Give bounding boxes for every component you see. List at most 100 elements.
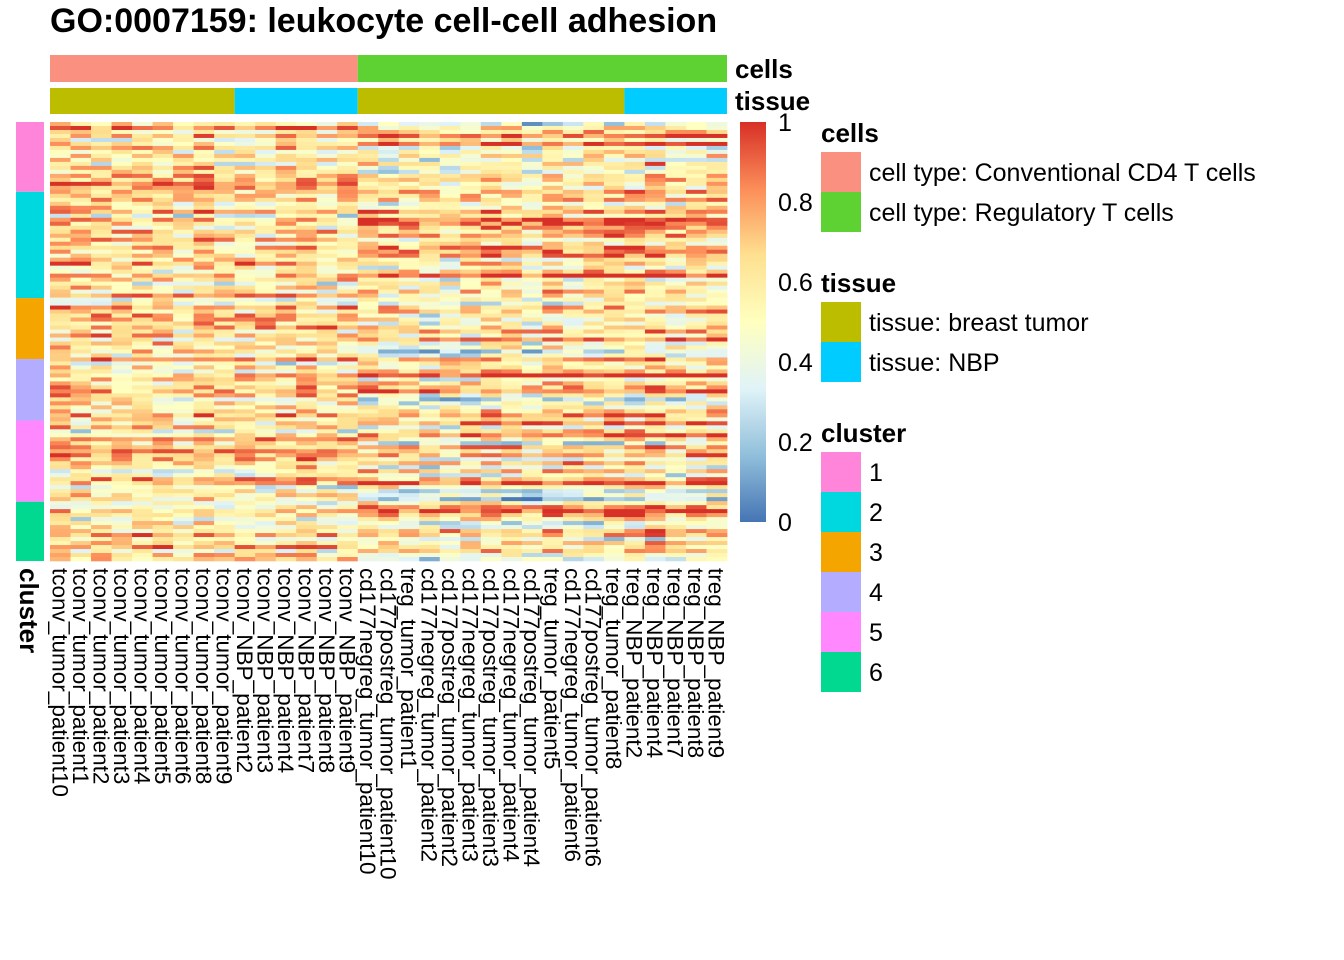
heatmap-cell	[644, 277, 666, 282]
heatmap-cell	[419, 245, 441, 251]
heatmap-cell	[275, 473, 297, 478]
heatmap-cell	[337, 169, 359, 175]
heatmap-cell	[439, 233, 461, 239]
heatmap-cell	[214, 257, 236, 262]
heatmap-cell	[111, 205, 133, 211]
heatmap-cell	[316, 213, 338, 219]
heatmap-cell	[398, 253, 420, 258]
heatmap-cell	[521, 473, 543, 478]
heatmap-cell	[644, 481, 666, 486]
heatmap-cell	[624, 173, 646, 179]
heatmap-cell	[685, 513, 707, 518]
heatmap-cell	[378, 293, 400, 298]
heatmap-cell	[275, 549, 297, 554]
heatmap-cell	[91, 457, 112, 462]
column-label: tconv_NBP_patient8	[314, 568, 339, 773]
heatmap-cell	[685, 297, 707, 302]
heatmap-cell	[70, 341, 92, 346]
heatmap-cell	[357, 497, 379, 502]
heatmap-cell	[480, 181, 502, 187]
heatmap-cell	[706, 345, 728, 350]
heatmap-cell	[480, 521, 502, 526]
heatmap-cell	[603, 281, 625, 286]
heatmap-cell	[296, 381, 318, 386]
heatmap-cell	[562, 133, 584, 139]
heatmap-cell	[296, 313, 318, 318]
heatmap-cell	[91, 481, 112, 486]
heatmap-cell	[521, 549, 543, 554]
heatmap-cell	[419, 221, 441, 227]
heatmap-cell	[337, 245, 359, 251]
heatmap-cell	[460, 529, 482, 534]
heatmap-cell	[501, 221, 523, 227]
heatmap-cell	[111, 181, 133, 187]
heatmap-cell	[378, 193, 400, 199]
heatmap-cell	[624, 521, 646, 526]
heatmap-cell	[419, 465, 441, 470]
heatmap-cell	[501, 285, 523, 290]
heatmap-cell	[132, 233, 153, 239]
heatmap-cell	[296, 341, 318, 346]
heatmap-cell	[378, 181, 400, 187]
heatmap-cell	[50, 377, 71, 382]
heatmap-cell	[542, 285, 564, 290]
heatmap-cell	[91, 429, 112, 434]
heatmap-cell	[337, 489, 359, 494]
heatmap-cell	[419, 381, 441, 386]
heatmap-cell	[70, 153, 92, 159]
heatmap-cell	[214, 197, 236, 203]
heatmap-cell	[70, 353, 92, 358]
heatmap-cell	[316, 545, 338, 550]
heatmap-cell	[337, 369, 359, 374]
heatmap-cell	[460, 441, 482, 446]
heatmap-cell	[603, 173, 625, 179]
heatmap-cell	[624, 365, 646, 370]
heatmap-cell	[706, 421, 728, 426]
heatmap-cell	[521, 329, 543, 334]
heatmap-cell	[234, 445, 256, 450]
heatmap-cell	[173, 217, 195, 223]
heatmap-cell	[480, 481, 502, 486]
heatmap-cell	[255, 122, 277, 127]
heatmap-cell	[316, 549, 338, 554]
heatmap-cell	[603, 493, 625, 498]
heatmap-cell	[275, 261, 297, 266]
heatmap-cell	[234, 197, 256, 203]
heatmap-cell	[398, 397, 420, 402]
heatmap-cell	[193, 397, 215, 402]
legend-title-cluster: cluster	[821, 418, 906, 448]
heatmap-cell	[296, 325, 318, 330]
heatmap-cell	[521, 465, 543, 470]
heatmap-cell	[152, 269, 174, 274]
heatmap-cell	[583, 169, 605, 175]
heatmap-cell	[337, 249, 359, 254]
heatmap-cell	[234, 253, 256, 258]
heatmap-cell	[173, 233, 195, 239]
heatmap-cell	[521, 277, 543, 282]
heatmap-cell	[378, 261, 400, 266]
heatmap-cell	[111, 209, 133, 215]
heatmap-cell	[296, 521, 318, 526]
heatmap-cell	[583, 229, 605, 235]
heatmap-cell	[378, 285, 400, 290]
heatmap-cell	[644, 345, 666, 350]
heatmap-cell	[255, 173, 277, 179]
heatmap-cell	[480, 217, 502, 223]
heatmap-cell	[378, 229, 400, 235]
heatmap-cell	[542, 485, 564, 490]
heatmap-cell	[132, 173, 153, 179]
heatmap-cell	[193, 461, 215, 466]
heatmap-cell	[173, 209, 195, 215]
heatmap-cell	[603, 345, 625, 350]
heatmap-cell	[255, 453, 277, 458]
column-label: tconv_tumor_patient10	[47, 568, 72, 797]
heatmap-cell	[460, 193, 482, 199]
heatmap-cell	[644, 409, 666, 414]
heatmap-cell	[398, 221, 420, 227]
heatmap-cell	[439, 145, 461, 151]
heatmap-cell	[398, 169, 420, 175]
heatmap-cell	[132, 201, 153, 207]
heatmap-cell	[91, 277, 112, 282]
heatmap-cell	[583, 361, 605, 366]
